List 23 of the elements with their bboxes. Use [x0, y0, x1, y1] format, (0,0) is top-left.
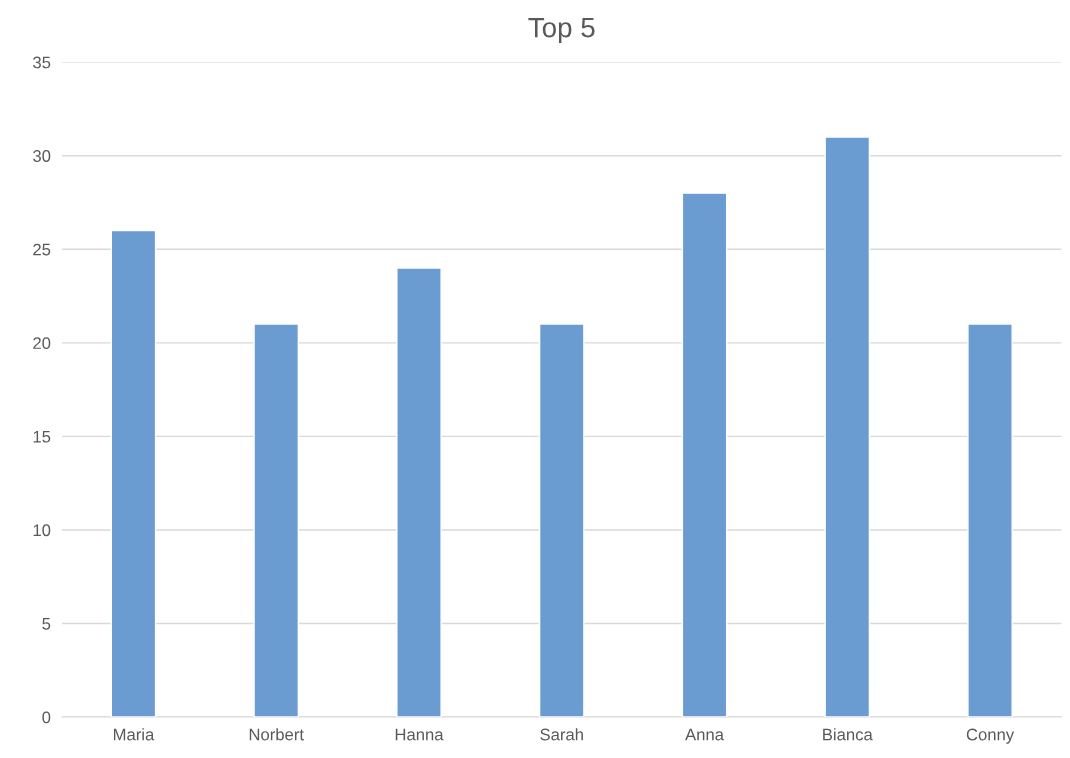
bar: [967, 323, 1013, 718]
bar: [396, 267, 442, 718]
bar: [824, 136, 871, 718]
x-tick-label: Hanna: [395, 728, 444, 741]
x-tick-label: Bianca: [823, 728, 873, 741]
x-tick-label: Conny: [966, 728, 1015, 744]
x-tick-label: Maria: [113, 728, 155, 741]
y-tick-label: 25: [33, 243, 51, 256]
y-tick-label: 35: [33, 56, 51, 69]
y-tick-label: 15: [33, 430, 51, 443]
bar: [110, 229, 157, 718]
bar: [681, 192, 728, 718]
y-tick-label: 10: [33, 524, 51, 537]
y-tick-label: 20: [33, 337, 51, 350]
x-tick-label: Norbert: [249, 728, 304, 741]
y-tick-label: 5: [42, 618, 51, 630]
bar: [538, 323, 585, 718]
x-tick-label: Anna: [685, 728, 724, 741]
y-tick-label: 0: [42, 711, 51, 724]
bar: [253, 323, 300, 718]
x-tick-label: Sarah: [540, 728, 583, 741]
chart-title: Top 5: [528, 18, 595, 43]
y-tick-label: 30: [33, 150, 51, 162]
